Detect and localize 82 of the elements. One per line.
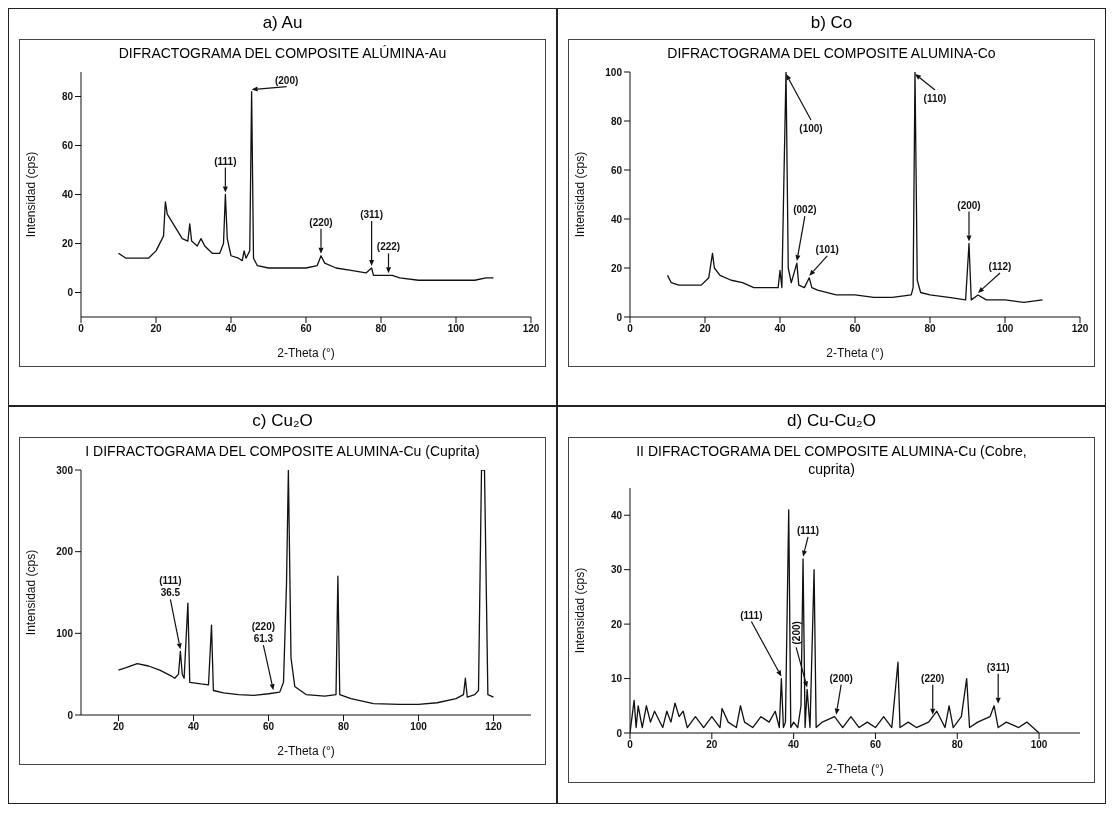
y-tick-label: 0 bbox=[67, 709, 74, 721]
x-tick-label: 100 bbox=[996, 323, 1014, 335]
y-tick-label: 10 bbox=[610, 673, 623, 685]
line-series bbox=[117, 470, 495, 706]
x-tick-label: 40 bbox=[774, 323, 786, 335]
annotation: (200) bbox=[790, 621, 802, 645]
chart-title: c) Cu₂O bbox=[251, 411, 314, 431]
x-tick-label: 40 bbox=[788, 739, 800, 751]
y-tick-label: 60 bbox=[61, 140, 74, 152]
annotation: (111) 36.5 bbox=[159, 575, 182, 599]
x-tick-label: 20 bbox=[112, 721, 125, 733]
x-axis-title: 2-Theta (°) bbox=[826, 762, 884, 776]
x-tick-label: 60 bbox=[262, 721, 275, 733]
x-tick-label: 100 bbox=[1030, 739, 1048, 751]
annotation: (200) bbox=[829, 672, 853, 684]
x-tick-label: 40 bbox=[187, 721, 200, 733]
annotation: (220) bbox=[921, 672, 945, 684]
y-tick-label: 60 bbox=[610, 164, 623, 176]
y-tick-label: 100 bbox=[605, 66, 623, 78]
chart-subtitle: II DIFRACTOGRAMA DEL COMPOSITE ALUMINA-Cu (Cobre, cuprita) bbox=[635, 442, 1028, 478]
x-tick-label: 80 bbox=[337, 721, 350, 733]
x-tick-label: 60 bbox=[869, 739, 882, 751]
x-tick-label: 0 bbox=[627, 323, 634, 335]
chart-title: b) Co bbox=[809, 13, 854, 33]
chart-subtitle: DIFRACTOGRAMA DEL COMPOSITE ALUMINA-Co bbox=[666, 44, 997, 62]
chart-subtitle: DIFRACTOGRAMA DEL COMPOSITE ALÚMINA-Au bbox=[117, 44, 448, 62]
y-tick-label: 20 bbox=[61, 238, 74, 250]
chart-subtitle: I DIFRACTOGRAMA DEL COMPOSITE ALUMINA-Cu (Cuprita) bbox=[84, 442, 481, 460]
y-tick-label: 20 bbox=[610, 262, 623, 274]
annotation: (002) bbox=[793, 204, 817, 216]
x-axis-title: 2-Theta (°) bbox=[826, 346, 884, 360]
annotation: (100) bbox=[799, 123, 823, 134]
y-tick-label: 40 bbox=[610, 213, 623, 225]
y-axis-title: Intensidad (cps) bbox=[573, 151, 588, 238]
line-series bbox=[666, 72, 1044, 303]
annotation: (311) bbox=[986, 661, 1010, 673]
annotation: (311) bbox=[360, 209, 384, 220]
y-tick-label: 30 bbox=[610, 564, 623, 576]
annotation: (220) bbox=[309, 216, 333, 228]
x-tick-label: 80 bbox=[951, 739, 964, 751]
x-axis-title: 2-Theta (°) bbox=[277, 744, 335, 758]
y-tick-label: 80 bbox=[610, 115, 623, 127]
y-tick-label: 0 bbox=[67, 287, 74, 299]
y-tick-label: 40 bbox=[61, 189, 74, 201]
x-tick-label: 100 bbox=[410, 721, 428, 733]
x-tick-label: 40 bbox=[225, 323, 237, 335]
y-tick-label: 80 bbox=[61, 91, 74, 103]
x-axis-title: 2-Theta (°) bbox=[277, 346, 335, 360]
y-tick-label: 40 bbox=[610, 509, 623, 521]
x-tick-label: 20 bbox=[706, 739, 718, 751]
x-tick-label: 0 bbox=[78, 323, 85, 335]
y-axis-title: Intensidad (cps) bbox=[573, 567, 588, 654]
y-tick-label: 100 bbox=[56, 627, 74, 639]
annotation: (200) bbox=[274, 74, 299, 86]
x-tick-label: 80 bbox=[924, 323, 936, 335]
y-tick-label: 20 bbox=[610, 618, 623, 630]
x-tick-label: 80 bbox=[375, 323, 387, 335]
x-tick-label: 20 bbox=[699, 323, 711, 335]
y-tick-label: 300 bbox=[56, 464, 74, 476]
x-tick-label: 120 bbox=[1071, 323, 1089, 335]
annotation: (110) bbox=[923, 93, 947, 104]
annotation: (222) bbox=[376, 241, 401, 253]
chart-title: d) Cu-Cu₂O bbox=[786, 411, 877, 431]
annotation: (111) bbox=[740, 609, 763, 621]
y-axis-title: Intensidad (cps) bbox=[24, 549, 39, 636]
y-tick-label: 200 bbox=[56, 546, 74, 558]
annotation: (111) bbox=[796, 524, 820, 536]
y-axis-title: Intensidad (cps) bbox=[24, 151, 39, 238]
annotation: (111) bbox=[214, 155, 237, 167]
annotation: (220) 61.3 bbox=[251, 621, 276, 645]
x-tick-label: 60 bbox=[300, 323, 312, 335]
annotation: (112) bbox=[988, 260, 1012, 272]
chart-title: a) Au bbox=[261, 13, 304, 33]
annotation: (200) bbox=[957, 199, 981, 211]
x-tick-label: 120 bbox=[522, 323, 540, 335]
x-tick-label: 60 bbox=[849, 323, 861, 335]
x-tick-label: 0 bbox=[627, 739, 634, 751]
x-tick-label: 100 bbox=[447, 323, 465, 335]
x-tick-label: 20 bbox=[150, 323, 162, 335]
y-tick-label: 0 bbox=[616, 311, 623, 323]
x-tick-label: 120 bbox=[485, 721, 503, 733]
annotation: (101) bbox=[815, 243, 839, 255]
